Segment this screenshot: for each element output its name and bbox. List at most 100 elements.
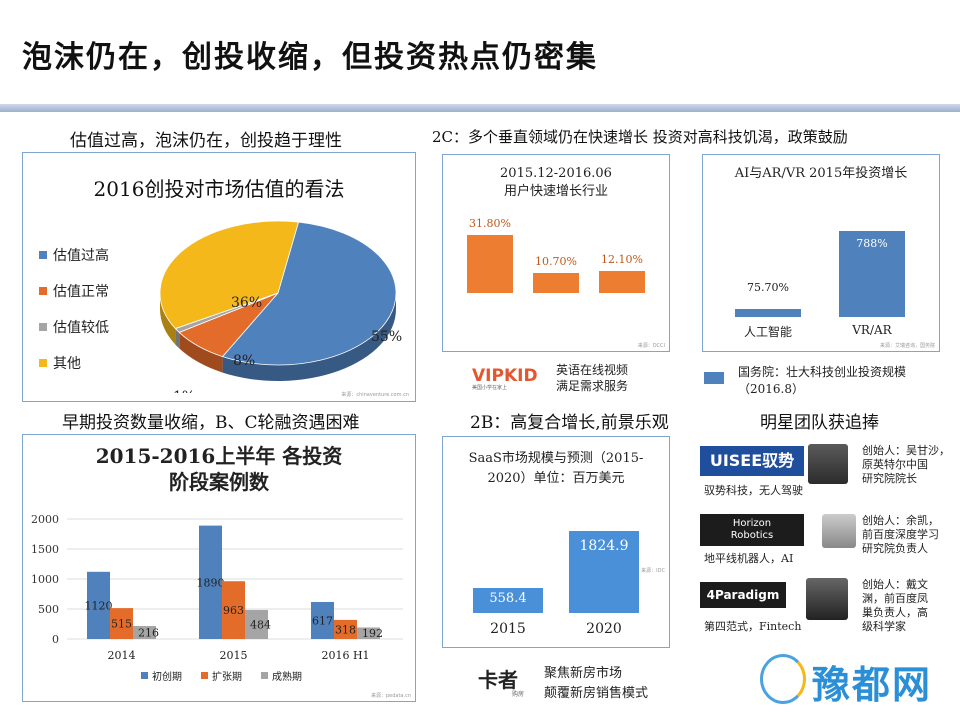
ai-vr-category-label: 人工智能	[743, 325, 792, 339]
saas-bar-label: 558.4	[489, 591, 527, 606]
saas-category-label: 2020	[586, 621, 622, 637]
growth-bar	[467, 235, 513, 293]
ai-vr-chart-title: AI与AR/VR 2015年投资增长	[734, 166, 908, 181]
growth-bar	[599, 270, 645, 293]
founder-photo-avatar	[808, 444, 848, 484]
stage-y-tick-label: 0	[52, 633, 59, 646]
legend-swatch	[39, 359, 47, 367]
section-heading-2c: 2C：多个垂直领域仍在快速增长 投资对高科技饥渴，政策鼓励	[432, 128, 848, 146]
saas-bar	[569, 531, 639, 613]
4paradigm-founder-text: 创始人：戴文 渊，前百度凤 巢负责人，高 级科学家	[862, 578, 928, 633]
pie-legend-label: 估值过高	[53, 248, 109, 264]
ai-vr-bar	[839, 231, 905, 317]
ai-vr-bar-label: 788%	[856, 237, 888, 250]
pie-data-label: 1%	[173, 389, 195, 393]
page-title: 泡沫仍在，创投收缩，但投资热点仍密集	[22, 40, 598, 75]
stage-legend-label: 成熟期	[272, 670, 302, 683]
ai-vr-bars: 人工智能 VR/AR 75.70% 788%	[703, 155, 939, 351]
pie-legend-item: 估值正常	[39, 281, 109, 301]
growth-bar-label: 12.10%	[601, 252, 643, 266]
saas-bar-label: 1824.9	[579, 538, 629, 554]
stage-bar	[222, 581, 245, 639]
growth-bar	[533, 273, 579, 293]
stage-y-tick-label: 1000	[31, 573, 59, 586]
stage-x-tick-label: 2015	[220, 649, 248, 662]
section-heading-2b: 2B：高复合增长,前景乐观	[470, 413, 669, 433]
uisee-founder-text: 创始人：吴甘沙， 原英特尔中国 研究院院长	[862, 444, 950, 485]
founder-photo-avatar	[806, 578, 848, 620]
uisee-caption: 驭势科技，无人驾驶	[704, 484, 803, 497]
ai-vr-chart-panel: AI与AR/VR 2015年投资增长 人工智能 VR/AR 75.70% 788% 来…	[702, 154, 940, 352]
stage-chart-panel: 2015-2016上半年 各投资阶段案例数 0 500 1000 1500 2000 11…	[22, 434, 416, 702]
pie-data-label: 36%	[231, 295, 262, 311]
pie-slice-side	[179, 332, 223, 373]
ai-vr-bar	[735, 308, 801, 317]
vipkid-logo-sub: 美国小学在家上	[472, 385, 508, 391]
pie-slice	[221, 221, 397, 366]
policy-marker-icon	[704, 372, 724, 384]
saas-bar	[473, 587, 543, 613]
pie-chart-panel: 2016创投对市场估值的看法 估值过高 估值正常 估值较低 其他 55% 8% 1%…	[22, 152, 416, 402]
growth-chart-title: 2015.12-2016.06 用户快速增长行业	[500, 166, 612, 199]
ai-vr-category-label: VR/AR	[852, 323, 892, 337]
stage-source: 来源：pedata.cn	[370, 693, 411, 699]
legend-swatch	[39, 251, 47, 259]
legend-swatch	[39, 287, 47, 295]
stage-legend-label: 初创期	[152, 670, 182, 683]
growth-bars: 31.80% 10.70% 12.10%	[443, 155, 669, 351]
4paradigm-logo: 4Paradigm	[700, 582, 786, 608]
pie-legend-item: 其他	[39, 353, 109, 373]
4paradigm-caption: 第四范式，Fintech	[704, 620, 802, 633]
kaizhe-logo: 卡者 购房	[478, 664, 524, 698]
stage-bar-label: 963	[223, 604, 244, 617]
horizon-robotics-logo: Horizon Robotics	[700, 514, 804, 546]
watermark-text: 豫都网	[812, 663, 933, 707]
vipkid-logo: VIPKID 美国小学在家上	[472, 366, 538, 391]
pie-data-label: 8%	[233, 353, 255, 369]
stage-bar-label: 617	[312, 614, 333, 627]
stage-bar-label: 515	[111, 618, 132, 631]
saas-source: 来源：IDC	[641, 568, 665, 574]
stage-legend-swatch	[261, 672, 268, 679]
stage-y-tick-label: 1500	[31, 543, 59, 556]
saas-chart-title: SaaS市场规模与预测（2015-2020）单位：百万美元	[468, 451, 644, 486]
stage-bar-label: 484	[250, 618, 271, 631]
uisee-logo: UISEE驭势	[700, 446, 804, 476]
growth-bar-label: 31.80%	[469, 217, 511, 230]
stage-bar	[133, 626, 156, 639]
stage-bar	[311, 601, 334, 639]
vipkid-caption: 英语在线视频 满足需求服务	[556, 363, 629, 393]
pie-slice-side	[175, 328, 180, 349]
4paradigm-logo-text: 4Paradigm	[706, 588, 780, 602]
stage-bar-label: 192	[362, 627, 383, 640]
stage-bar-label: 216	[138, 627, 159, 640]
growth-bar-label: 10.70%	[535, 255, 577, 269]
stage-bar	[87, 571, 110, 639]
stage-bar-label: 1120	[85, 599, 113, 612]
pie-legend-item: 估值过高	[39, 245, 109, 265]
watermark-logo-icon	[760, 654, 806, 704]
horizon-founder-text: 创始人：余凯， 前百度深度学习 研究院负责人	[862, 514, 939, 555]
founder-photo-avatar	[822, 514, 856, 548]
stage-chart-title: 2015-2016上半年 各投资阶段案例数	[95, 444, 343, 494]
stage-bar	[357, 627, 380, 639]
saas-chart-panel: SaaS市场规模与预测（2015-2020）单位：百万美元 2015 2020 55…	[442, 436, 670, 648]
horizon-caption: 地平线机器人，AI	[704, 552, 794, 565]
stage-legend-swatch	[141, 672, 148, 679]
pie-legend-label: 估值较低	[53, 320, 109, 336]
pie-source: 来源：chinaventure.com.cn	[341, 392, 409, 398]
stage-bar	[199, 525, 222, 639]
stage-x-tick-label: 2016 H1	[321, 649, 369, 662]
pie-chart: 55% 8% 1% 36%	[159, 220, 402, 393]
pie-legend: 估值过高 估值正常 估值较低 其他	[39, 245, 109, 389]
uisee-logo-text: UISEE驭势	[709, 451, 795, 470]
stage-bar-label: 318	[335, 623, 356, 636]
saas-bars: 2015 2020 558.4 1824.9	[443, 437, 669, 647]
growth-chart-panel: 2015.12-2016.06 用户快速增长行业 31.80% 10.70% 12.…	[442, 154, 670, 352]
growth-source: 来源：DCCI	[637, 343, 665, 349]
pie-legend-label: 其他	[53, 356, 81, 372]
section-heading-valuation: 估值过高，泡沫仍在，创投趋于理性	[70, 131, 342, 151]
legend-swatch	[39, 323, 47, 331]
stage-y-tick-label: 500	[38, 603, 59, 616]
